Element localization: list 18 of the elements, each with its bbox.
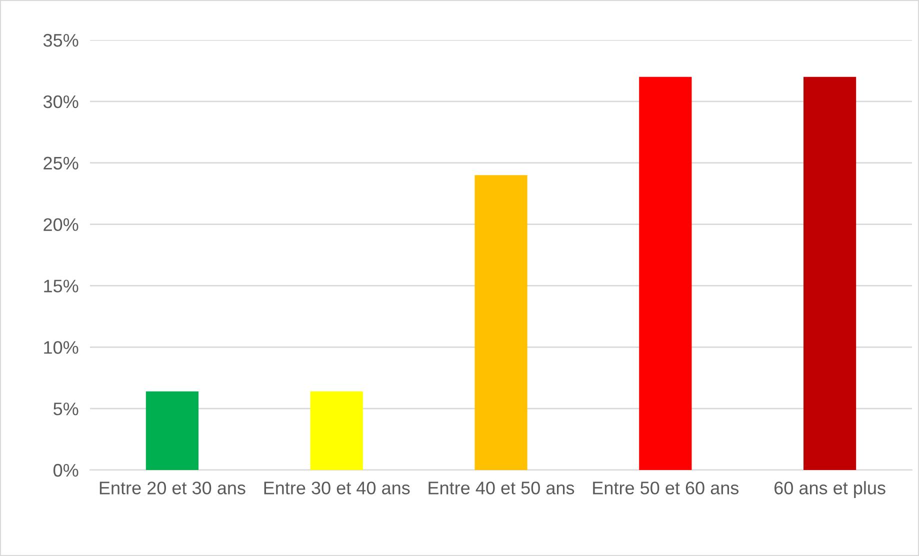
bar <box>146 391 199 470</box>
x-tick-label: Entre 50 et 60 ans <box>593 482 739 494</box>
bar <box>639 76 692 470</box>
y-tick-label: 0% <box>54 464 78 477</box>
y-tick-label: 20% <box>44 218 78 232</box>
y-tick-label: 25% <box>44 156 78 170</box>
y-tick-label: 30% <box>43 95 78 108</box>
y-tick-label: 35% <box>43 34 78 47</box>
bar <box>310 391 363 470</box>
x-tick-label: Entre 30 et 40 ans <box>264 482 410 494</box>
x-tick-label: Entre 40 et 50 ans <box>428 482 574 494</box>
y-tick-label: 15% <box>44 280 78 292</box>
x-tick-label: 60 ans et plus <box>774 481 886 498</box>
y-tick-label: 5% <box>54 402 78 416</box>
y-tick-label: 10% <box>44 341 78 354</box>
bar <box>474 175 528 470</box>
bar <box>803 76 856 470</box>
x-tick-label: Entre 20 et 30 ans <box>100 482 246 494</box>
